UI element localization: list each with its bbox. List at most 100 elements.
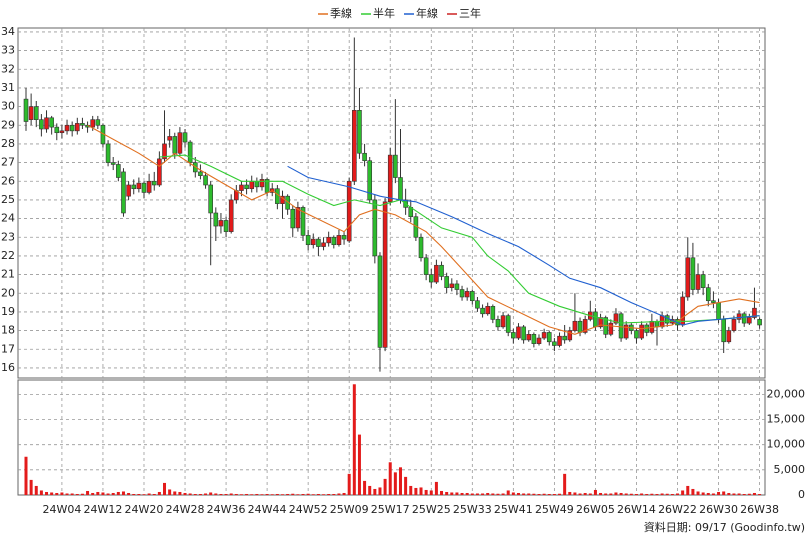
candle-body <box>757 319 762 326</box>
candle-body <box>300 207 306 236</box>
candle-body <box>495 319 501 328</box>
volume-bar <box>183 492 187 495</box>
volume-bar <box>55 492 59 495</box>
candle-body <box>634 330 639 339</box>
volume-bar <box>121 491 125 495</box>
candle-body <box>28 106 34 120</box>
candle-body <box>357 110 362 154</box>
candle-body <box>146 180 152 193</box>
volume-bar <box>357 434 361 495</box>
candle-body <box>623 324 629 339</box>
candle-body <box>695 274 701 290</box>
candle-body <box>362 152 367 162</box>
candle-body <box>54 126 60 134</box>
volume-bar <box>378 487 382 495</box>
candle-body <box>223 220 229 232</box>
y-tick-label: 20 <box>1 286 15 299</box>
volume-bar <box>250 494 254 495</box>
volume-bar <box>152 493 156 495</box>
candle-body <box>244 184 249 190</box>
candle-body <box>546 332 552 343</box>
volume-tick-label: 20,000 <box>767 387 806 400</box>
volume-bar <box>286 493 290 495</box>
volume-bar <box>501 493 505 495</box>
candle-body <box>331 236 337 246</box>
x-tick-label: 26W30 <box>699 503 738 516</box>
candle-body <box>721 319 726 343</box>
candle-body <box>398 177 403 201</box>
volume-bar <box>634 493 638 495</box>
ma-line <box>159 154 760 324</box>
candle-body <box>741 313 747 324</box>
candle-body <box>105 143 111 163</box>
volume-tick-label: 15,000 <box>767 413 806 426</box>
volume-bar <box>296 494 300 495</box>
y-tick-label: 23 <box>1 230 15 243</box>
candle-body <box>59 130 65 134</box>
candle-body <box>439 264 444 277</box>
volume-bar <box>640 493 644 495</box>
candle-body <box>449 283 455 288</box>
candle-body <box>423 257 429 275</box>
volume-bar <box>737 493 741 495</box>
volume-bar <box>706 492 710 495</box>
volume-bar <box>291 493 295 495</box>
volume-bar <box>686 485 690 495</box>
volume-bar <box>537 493 541 495</box>
legend-label: 三年 <box>459 6 481 20</box>
volume-bar <box>60 492 64 495</box>
volume-bar <box>660 493 664 495</box>
volume-bar <box>301 493 305 495</box>
candle-body <box>141 182 147 193</box>
candle-body <box>126 184 131 197</box>
volume-bar <box>465 492 469 495</box>
volume-bar <box>629 493 633 495</box>
legend-label: 年線 <box>416 6 438 20</box>
volume-bar <box>614 492 618 495</box>
candle-body <box>444 276 449 288</box>
ma-line <box>87 124 760 335</box>
candle-body <box>213 212 219 227</box>
volume-bar <box>547 493 551 495</box>
candle-body <box>664 315 670 324</box>
candle-body <box>716 302 721 320</box>
candle-body <box>593 311 598 328</box>
candle-body <box>377 255 383 348</box>
candle-body <box>577 320 583 333</box>
candle-body <box>151 180 157 186</box>
candle-body <box>418 236 424 259</box>
volume-bar <box>214 493 218 495</box>
candle-body <box>459 289 465 298</box>
volume-bar <box>86 490 90 495</box>
y-tick-label: 33 <box>1 44 15 57</box>
candle-body <box>23 98 29 122</box>
candle-body <box>136 182 142 190</box>
candle-body <box>382 201 388 348</box>
volume-bar <box>255 493 259 495</box>
volume-bar <box>219 493 223 495</box>
volume-bar <box>34 485 38 495</box>
volume-bar <box>111 492 115 495</box>
volume-bar <box>516 492 520 495</box>
volume-bar <box>522 493 526 495</box>
x-tick-label: 25W17 <box>371 503 410 516</box>
x-tick-label: 24W52 <box>289 503 328 516</box>
candle-body <box>526 334 532 341</box>
volume-bar <box>234 493 238 495</box>
x-tick-label: 24W20 <box>125 503 164 516</box>
x-tick-label: 26W22 <box>658 503 697 516</box>
volume-bar <box>445 491 449 495</box>
candle-body <box>475 300 480 309</box>
volume-bar <box>619 492 623 495</box>
footnote: 資料日期: 09/17 (Goodinfo.tw) <box>644 520 805 534</box>
volume-bar <box>588 493 592 495</box>
volume-bar <box>434 481 438 495</box>
candle-body <box>295 207 301 229</box>
candle-body <box>326 236 331 244</box>
y-tick-label: 29 <box>1 118 15 131</box>
y-tick-label: 30 <box>1 100 15 113</box>
volume-bar <box>327 493 331 495</box>
volume-bar <box>347 473 351 495</box>
